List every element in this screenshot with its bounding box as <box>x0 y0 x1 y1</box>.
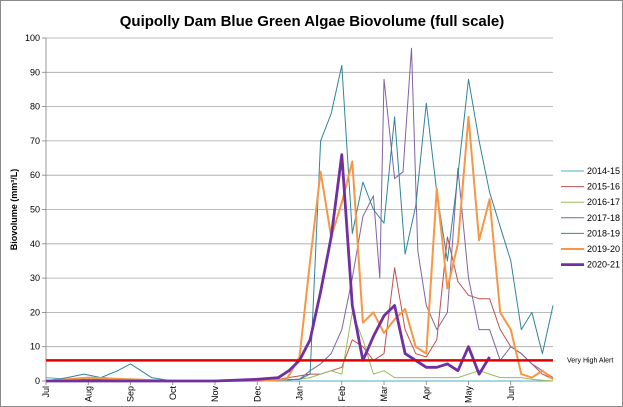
legend-label: 2018-19 <box>587 228 620 238</box>
series-line-2019-20 <box>45 115 554 382</box>
y-tick-label: 100 <box>25 33 40 43</box>
x-tick-label: Aug <box>83 386 93 402</box>
y-tick-label: 50 <box>30 205 40 215</box>
alert-label: Very High Alert <box>567 357 613 364</box>
x-tick-label: Apr <box>421 386 431 400</box>
legend-label: 2016-17 <box>587 197 620 207</box>
x-tick-label: Dec <box>252 386 262 403</box>
y-tick-label: 20 <box>30 307 40 317</box>
x-tick-label: Nov <box>210 386 220 403</box>
y-axis-title: Biovolume (mm³/L) <box>9 169 19 251</box>
x-tick-label: Jul <box>41 386 51 398</box>
x-tick-label: May <box>464 386 474 404</box>
y-tick-label: 10 <box>30 342 40 352</box>
x-tick-label: Sep <box>126 386 136 402</box>
legend-label: 2014-15 <box>587 166 620 176</box>
y-tick-label: 0 <box>35 376 40 386</box>
legend-label: 2020-21 <box>587 260 620 270</box>
x-tick-label: Mar <box>379 386 389 402</box>
series-line-2020-21 <box>46 153 491 383</box>
legend-label: 2019-20 <box>587 244 620 254</box>
y-tick-label: 30 <box>30 273 40 283</box>
legend-label: 2015-16 <box>587 182 620 192</box>
y-tick-label: 70 <box>30 136 40 146</box>
x-tick-label: Jan <box>295 386 305 401</box>
y-tick-label: 90 <box>30 67 40 77</box>
x-tick-label: Jun <box>506 386 516 401</box>
legend-label: 2017-18 <box>587 213 620 223</box>
y-tick-label: 60 <box>30 170 40 180</box>
series-line-2018-19 <box>45 64 554 382</box>
y-tick-label: 80 <box>30 102 40 112</box>
chart-title: Quipolly Dam Blue Green Algae Biovolume … <box>120 13 505 30</box>
y-tick-label: 40 <box>30 239 40 249</box>
x-tick-label: Oct <box>168 386 178 401</box>
x-tick-label: Feb <box>337 386 347 402</box>
